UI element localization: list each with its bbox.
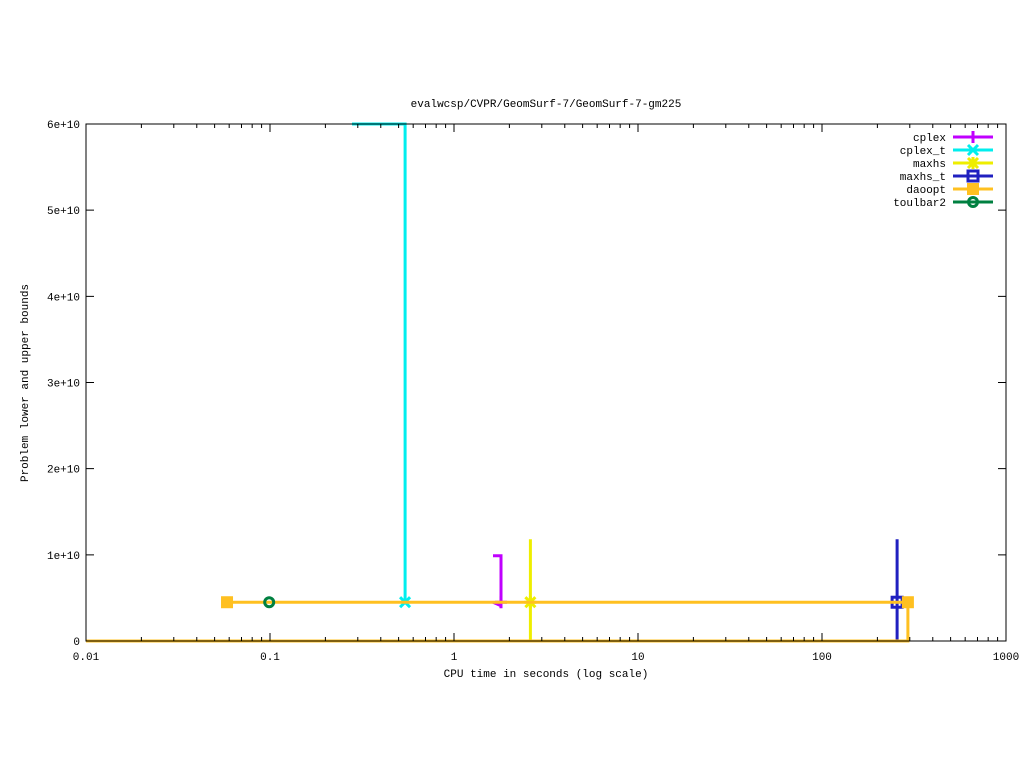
marker-star: [966, 156, 980, 170]
filled-square-mark: [901, 596, 914, 609]
chart-title: evalwcsp/CVPR/GeomSurf-7/GeomSurf-7-gm22…: [411, 99, 682, 111]
legend-label: cplex_t: [900, 146, 946, 158]
series-line: [492, 554, 503, 608]
series-toulbar2: [263, 596, 276, 609]
legend-entry-cplex_t: cplex_t: [900, 143, 993, 158]
marker-open-circle: [967, 196, 979, 208]
open-square-mark: [966, 169, 980, 183]
plot-frame: [85, 123, 1007, 642]
marker-filled-square: [967, 183, 979, 195]
x-tick-label: 10: [631, 652, 644, 664]
x-tick-label: 1: [451, 652, 458, 664]
marker-filled-square: [901, 596, 914, 609]
series-maxhs: [524, 539, 537, 641]
filled-square-mark: [221, 596, 234, 609]
legend-entry-maxhs: maxhs: [913, 156, 993, 171]
legend-label: maxhs_t: [900, 172, 946, 184]
series-line: [86, 600, 910, 643]
y-tick-label: 1e+10: [47, 551, 80, 563]
x-tick-label: 1000: [993, 652, 1019, 664]
plus-mark: [967, 131, 979, 143]
legend-label: maxhs: [913, 159, 946, 171]
marker-cross: [966, 143, 980, 157]
marker-open-circle: [263, 596, 276, 609]
x-tick-label: 0.01: [73, 652, 100, 664]
legend-entry-maxhs_t: maxhs_t: [900, 169, 993, 184]
legend-entry-cplex: cplex: [913, 131, 993, 145]
series-daoopt: [86, 596, 914, 643]
y-tick-label: 3e+10: [47, 379, 80, 391]
y-axis-label: Problem lower and upper bounds: [20, 284, 32, 482]
x-axis-label: CPU time in seconds (log scale): [444, 669, 649, 681]
series-cplex: [492, 554, 507, 609]
y-tick-label: 0: [73, 637, 80, 649]
legend-entry-daoopt: daoopt: [906, 183, 993, 197]
cross-mark: [966, 143, 980, 157]
x-tick-label: 100: [812, 652, 832, 664]
marker-open-square: [966, 169, 980, 183]
y-tick-label: 4e+10: [47, 292, 80, 304]
legend-entry-toulbar2: toulbar2: [893, 196, 993, 210]
x-tick-label: 0.1: [260, 652, 280, 664]
y-tick-label: 2e+10: [47, 465, 80, 477]
y-tick-label: 6e+10: [47, 120, 80, 132]
legend-label: cplex: [913, 133, 946, 145]
marker-plus: [967, 131, 979, 143]
series-line: [352, 122, 407, 603]
marker-filled-square: [221, 596, 234, 609]
y-tick-label: 5e+10: [47, 206, 80, 218]
filled-square-mark: [967, 183, 979, 195]
open-circle-mark: [263, 596, 276, 609]
open-circle-mark: [967, 196, 979, 208]
series-cplex_t: [352, 122, 412, 609]
legend-label: toulbar2: [893, 198, 946, 210]
star-mark: [966, 156, 980, 170]
series-maxhs_t: [890, 539, 904, 641]
legend-label: daoopt: [906, 185, 946, 197]
